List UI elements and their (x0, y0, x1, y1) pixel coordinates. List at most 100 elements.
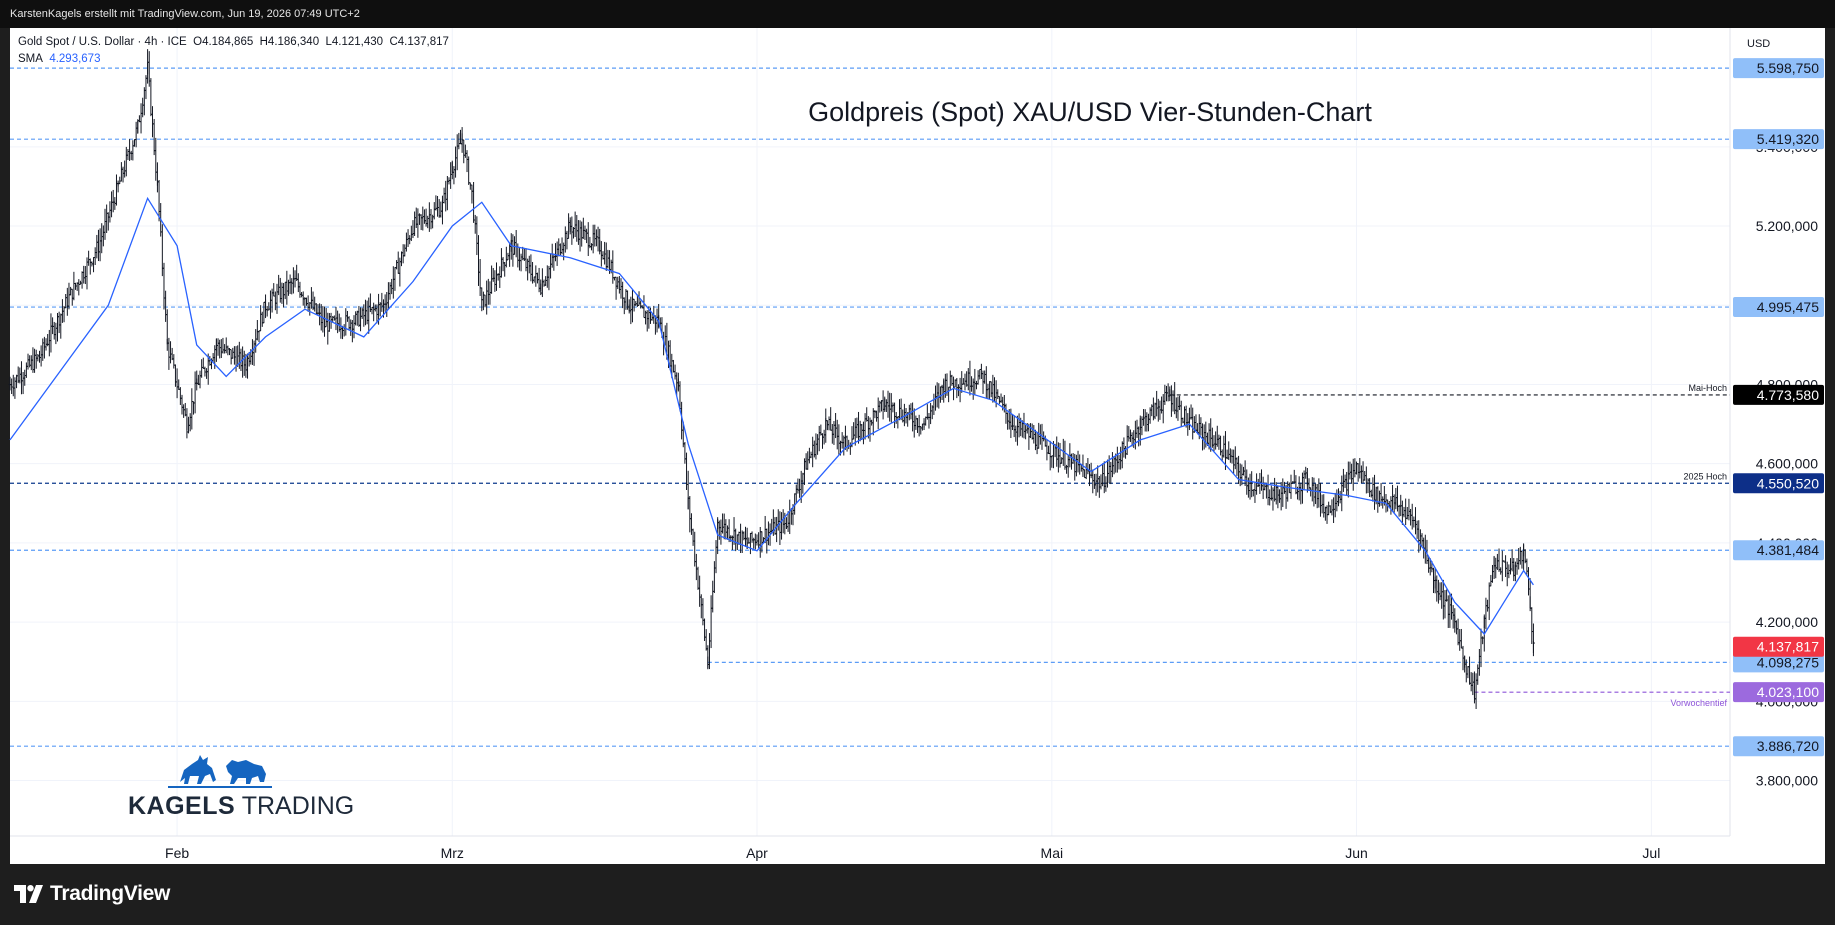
candle[interactable] (83, 266, 87, 285)
candle[interactable] (80, 271, 84, 289)
candle[interactable] (1479, 628, 1483, 668)
candle[interactable] (501, 257, 505, 272)
level-badge[interactable]: 4.995,475 (1733, 297, 1824, 318)
candle[interactable] (917, 414, 921, 437)
candle[interactable] (416, 208, 420, 238)
candle[interactable] (250, 339, 254, 365)
candle[interactable] (1341, 468, 1345, 492)
candle[interactable] (773, 517, 777, 535)
candle[interactable] (188, 413, 192, 432)
candle[interactable] (1084, 463, 1088, 480)
candle[interactable] (593, 224, 597, 247)
candle[interactable] (778, 511, 782, 546)
candle[interactable] (1178, 395, 1182, 411)
candle[interactable] (603, 241, 607, 265)
candle[interactable] (23, 369, 27, 386)
candle[interactable] (1035, 431, 1039, 455)
candle[interactable] (391, 266, 395, 299)
candle[interactable] (149, 78, 153, 117)
candle[interactable] (514, 230, 518, 258)
candle[interactable] (585, 228, 589, 244)
candle[interactable] (1183, 406, 1187, 426)
candle[interactable] (1015, 415, 1019, 446)
candle[interactable] (277, 274, 281, 296)
candle[interactable] (511, 234, 515, 267)
candle[interactable] (1171, 390, 1175, 412)
candle[interactable] (421, 206, 425, 231)
candle[interactable] (973, 368, 977, 396)
candle[interactable] (1307, 478, 1311, 491)
candle[interactable] (1505, 561, 1509, 587)
candle[interactable] (357, 306, 361, 327)
candle[interactable] (395, 260, 399, 270)
candle[interactable] (840, 432, 844, 449)
level-badge[interactable]: 5.598,750 (1733, 58, 1824, 79)
candle[interactable] (1350, 463, 1354, 484)
level-badge[interactable]: 4.773,580 (1733, 384, 1824, 405)
candle[interactable] (734, 528, 738, 552)
candle[interactable] (1233, 446, 1237, 470)
candle[interactable] (167, 337, 171, 370)
candle[interactable] (298, 281, 302, 298)
candle[interactable] (739, 523, 743, 554)
candle[interactable] (29, 355, 33, 371)
candle[interactable] (586, 222, 590, 257)
candle[interactable] (976, 370, 980, 385)
candle[interactable] (1037, 422, 1041, 449)
candle[interactable] (629, 296, 633, 325)
candle[interactable] (984, 366, 988, 398)
candle[interactable] (1029, 423, 1033, 439)
candle[interactable] (228, 348, 232, 356)
candle[interactable] (1391, 484, 1395, 511)
candle[interactable] (504, 246, 508, 268)
candle[interactable] (241, 346, 245, 378)
candle[interactable] (506, 252, 510, 261)
candle[interactable] (255, 319, 259, 341)
candle[interactable] (1338, 490, 1342, 504)
candle[interactable] (326, 312, 330, 345)
candle[interactable] (1125, 425, 1129, 455)
candle[interactable] (712, 561, 716, 594)
candle[interactable] (855, 417, 859, 439)
candle[interactable] (974, 380, 978, 390)
candle[interactable] (748, 532, 752, 555)
candle[interactable] (1047, 445, 1051, 455)
candle[interactable] (1238, 463, 1242, 487)
candle[interactable] (1066, 454, 1070, 478)
candle[interactable] (72, 271, 76, 301)
candle[interactable] (992, 377, 996, 403)
candle[interactable] (1459, 628, 1463, 649)
candle[interactable] (467, 156, 471, 185)
candle[interactable] (532, 276, 536, 283)
candle[interactable] (1127, 426, 1131, 442)
candle[interactable] (485, 280, 489, 315)
candle[interactable] (449, 162, 453, 189)
candle[interactable] (1323, 506, 1327, 521)
candle[interactable] (1022, 412, 1026, 439)
candle[interactable] (64, 293, 68, 309)
candle[interactable] (414, 207, 418, 229)
candle[interactable] (77, 279, 81, 296)
candle[interactable] (1435, 575, 1439, 602)
candle[interactable] (519, 253, 523, 272)
candle[interactable] (1348, 461, 1352, 480)
candle[interactable] (757, 532, 761, 549)
candle[interactable] (621, 281, 625, 309)
candle[interactable] (342, 324, 346, 337)
candle[interactable] (863, 413, 867, 440)
candle[interactable] (400, 251, 404, 267)
candle[interactable] (360, 307, 364, 319)
candle[interactable] (794, 484, 798, 503)
candle[interactable] (701, 598, 705, 626)
candle[interactable] (1312, 477, 1316, 507)
candle[interactable] (1330, 499, 1334, 516)
candle[interactable] (1476, 664, 1480, 685)
candle[interactable] (105, 204, 109, 233)
candle[interactable] (288, 274, 292, 294)
candle[interactable] (24, 362, 28, 378)
candle[interactable] (396, 251, 400, 274)
candle[interactable] (963, 373, 967, 391)
candle[interactable] (970, 376, 974, 392)
candle[interactable] (1255, 473, 1259, 495)
candle[interactable] (1340, 475, 1344, 512)
